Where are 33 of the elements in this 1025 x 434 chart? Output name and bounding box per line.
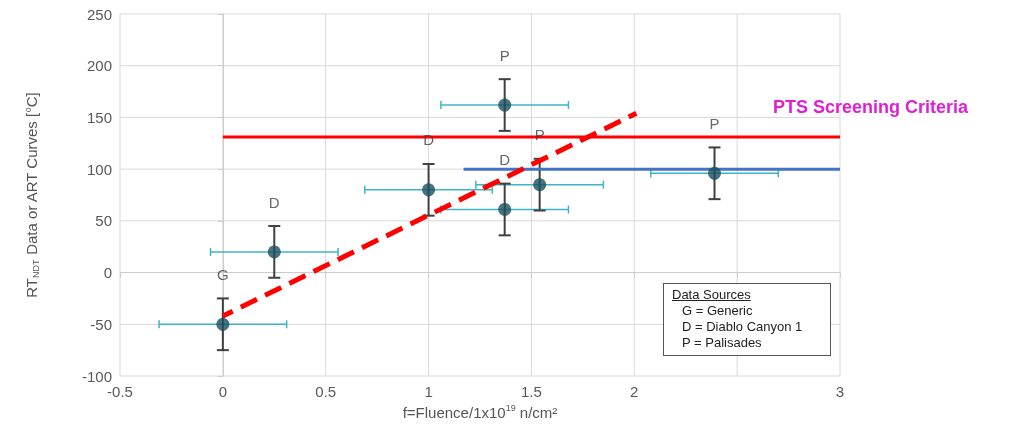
data-label: P: [709, 114, 720, 132]
y-tick-label: 250: [86, 5, 112, 23]
x-tick-label: -0.5: [107, 383, 133, 400]
y-tick-label: 100: [86, 160, 112, 178]
x-tick-label: 3: [835, 383, 845, 400]
point: [498, 98, 512, 112]
y-tick-label: 200: [86, 57, 112, 75]
point: [498, 202, 512, 216]
x-tick-label: 1.5: [521, 383, 542, 400]
legend-title: Data Sources: [672, 287, 752, 303]
series-label: PTS Screening Criteria: [773, 97, 970, 118]
point: [267, 245, 281, 259]
data-label: D: [268, 193, 280, 211]
data-label: D: [499, 151, 511, 169]
x-tick-label: 0.5: [315, 383, 337, 400]
data-label: G: [217, 265, 229, 283]
point: [216, 317, 230, 331]
annotation: D = Diablo Canyon 1: [681, 319, 804, 335]
x-tick-label: 0: [218, 383, 228, 400]
point: [708, 166, 722, 180]
x-tick-label: 1: [424, 383, 433, 400]
y-tick-label: 150: [86, 108, 112, 126]
point: [533, 178, 547, 192]
point: [422, 183, 436, 197]
annotation: P = Palisades: [681, 335, 763, 351]
y-tick-label: 0: [103, 264, 112, 282]
y-tick-label: 50: [95, 212, 112, 230]
data-label: P: [499, 46, 510, 64]
y-axis-title: RTNDT Data or ART Curves [oC]: [22, 92, 41, 298]
y-tick-label: -50: [90, 315, 112, 333]
annotation: G = Generic: [681, 303, 754, 319]
x-tick-label: 2: [630, 383, 639, 400]
y-tick-label: -100: [81, 367, 112, 385]
